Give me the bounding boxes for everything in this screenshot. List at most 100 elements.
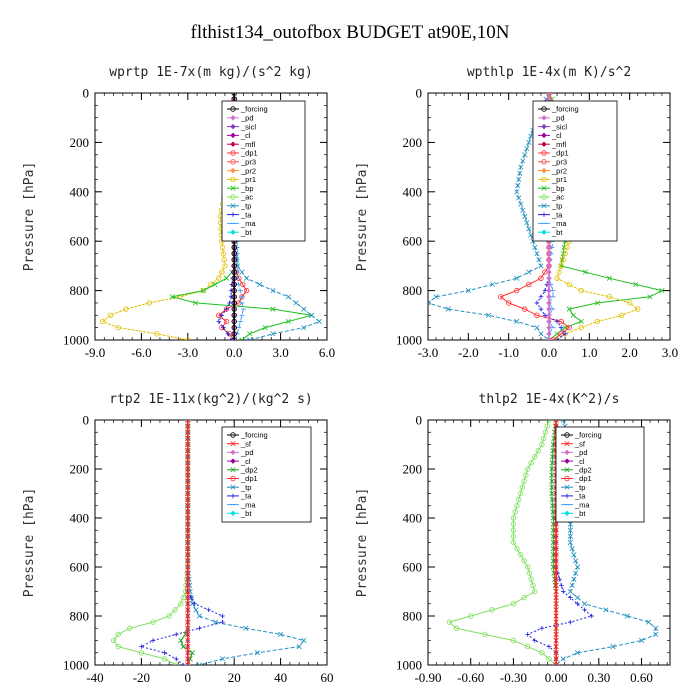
series-point_dp1 bbox=[524, 466, 531, 472]
x-tick-label: 3.0 bbox=[272, 345, 288, 360]
series-point_pd bbox=[546, 263, 552, 269]
legend-label: _bt bbox=[240, 509, 252, 518]
legend-marker bbox=[230, 510, 236, 517]
series-point_bp bbox=[582, 269, 588, 275]
series-point_tp bbox=[514, 189, 520, 195]
series-point_ta bbox=[219, 313, 225, 318]
series-point_tp bbox=[517, 170, 523, 176]
legend-label: _tp bbox=[574, 483, 585, 492]
series-point_tp bbox=[308, 312, 315, 318]
x-tick-label: -1.0 bbox=[498, 345, 519, 360]
series-point_tp bbox=[524, 145, 530, 152]
series-point_forcing bbox=[185, 662, 191, 665]
series-point_forcing bbox=[231, 269, 237, 275]
series-point_tp bbox=[433, 294, 439, 300]
legend-item: _pd bbox=[561, 448, 588, 457]
series-point_dp1 bbox=[532, 454, 538, 460]
legend-marker bbox=[541, 185, 547, 191]
y-tick-label: 800 bbox=[70, 283, 90, 298]
series-point_forcing bbox=[185, 423, 191, 429]
series-point_ta bbox=[589, 613, 595, 619]
series-point_dp1 bbox=[516, 496, 522, 503]
panel-title: wprtp 1E-7x(m kg)/(s^2 kg) bbox=[109, 65, 313, 80]
series-point_tp bbox=[534, 250, 540, 257]
series-point_forcing bbox=[553, 619, 559, 625]
series-point_forcing bbox=[553, 607, 559, 613]
panel-3: rtp2 1E-11x(kg^2)/(kg^2 s) Pressure [hPa]… bbox=[22, 392, 334, 685]
legend-marker bbox=[541, 106, 547, 112]
series-point_pr1 bbox=[115, 324, 121, 331]
series-point_tp bbox=[567, 521, 573, 527]
legend-marker bbox=[541, 203, 547, 209]
series-point_bp bbox=[247, 331, 253, 337]
series-point_tp bbox=[485, 312, 492, 318]
series-point_dp1 bbox=[524, 564, 531, 570]
series-point_ta bbox=[538, 294, 544, 300]
series-point_forcing bbox=[553, 650, 559, 656]
series-point_dp1 bbox=[540, 435, 547, 442]
legend-label: _ac bbox=[240, 193, 253, 202]
x-tick-label: 6.0 bbox=[319, 345, 335, 360]
series-point_forcing bbox=[185, 631, 191, 637]
series-point_pd bbox=[546, 287, 552, 294]
series-point_ta bbox=[216, 319, 222, 324]
legend-item: _sicl bbox=[538, 122, 567, 131]
legend-label: _ac bbox=[551, 193, 564, 202]
series-point_pr1 bbox=[219, 244, 226, 251]
series-point_forcing bbox=[185, 552, 191, 558]
series-point_forcing bbox=[185, 546, 191, 552]
series-point_forcing bbox=[553, 539, 559, 546]
series-point_dp1 bbox=[521, 594, 527, 601]
series-point_tp bbox=[285, 294, 291, 300]
series-point_dp1 bbox=[517, 490, 524, 497]
series-point_forcing bbox=[185, 497, 191, 503]
series-point_dp1 bbox=[223, 318, 230, 325]
x-tick-label: -0.60 bbox=[457, 670, 484, 685]
legend-item: _ac bbox=[538, 193, 564, 202]
series-point_dp1 bbox=[510, 515, 517, 521]
series-point_dp2 bbox=[549, 497, 555, 503]
legend-marker bbox=[230, 194, 236, 200]
series-point_pr1 bbox=[219, 269, 225, 275]
series-point_dp2 bbox=[189, 650, 196, 656]
series-point_dp1 bbox=[544, 423, 550, 429]
legend-item: _pd bbox=[227, 448, 254, 457]
series-point_tp bbox=[270, 331, 276, 337]
legend-item: _sf bbox=[561, 439, 586, 448]
series-point_dp1 bbox=[530, 582, 536, 589]
series-point_forcing bbox=[553, 644, 559, 650]
series-point_dp1 bbox=[542, 429, 549, 435]
legend-marker bbox=[541, 176, 547, 183]
series-point_dp1 bbox=[510, 539, 517, 546]
series-point_forcing bbox=[231, 331, 237, 337]
legend-marker bbox=[541, 194, 547, 200]
legend-marker bbox=[541, 123, 547, 130]
series-point_ta bbox=[568, 619, 573, 625]
y-tick-label: 800 bbox=[403, 609, 423, 624]
series-point_tp bbox=[573, 558, 579, 564]
series-point_pr1 bbox=[558, 263, 564, 269]
series-point_pr1 bbox=[556, 269, 562, 275]
series-point_bp bbox=[200, 288, 206, 294]
series-point_forcing bbox=[185, 582, 191, 588]
series-point_ta bbox=[197, 625, 202, 631]
x-tick-label: 0.0 bbox=[226, 345, 242, 360]
y-tick-label: 0 bbox=[416, 413, 423, 428]
legend-label: _dp1 bbox=[551, 149, 569, 158]
series-point_dp1 bbox=[510, 601, 517, 607]
legend-item: _ma bbox=[227, 500, 256, 509]
legend-item: _pd bbox=[227, 114, 254, 123]
x-tick-label: 1.0 bbox=[581, 345, 597, 360]
series-point_bp bbox=[594, 300, 600, 306]
series-point_ta bbox=[534, 300, 540, 306]
legend-label: _sf bbox=[574, 439, 586, 448]
series-point_dp1 bbox=[512, 509, 518, 515]
series-point_tp bbox=[520, 207, 526, 213]
y-tick-label: 1000 bbox=[63, 658, 89, 673]
series-point_forcing bbox=[553, 546, 559, 552]
series-point_forcing bbox=[185, 619, 191, 625]
series-point_tp bbox=[489, 281, 496, 288]
legend-item: _forcing bbox=[561, 431, 602, 440]
series-point_forcing bbox=[231, 275, 237, 281]
series-point_dp1 bbox=[172, 607, 178, 613]
